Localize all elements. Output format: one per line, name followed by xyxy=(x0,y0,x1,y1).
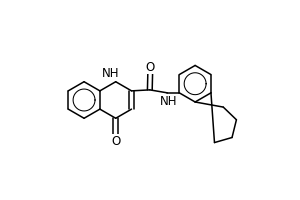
Text: O: O xyxy=(111,135,120,148)
Text: O: O xyxy=(146,61,155,74)
Text: NH: NH xyxy=(160,95,177,108)
Text: NH: NH xyxy=(102,67,119,80)
